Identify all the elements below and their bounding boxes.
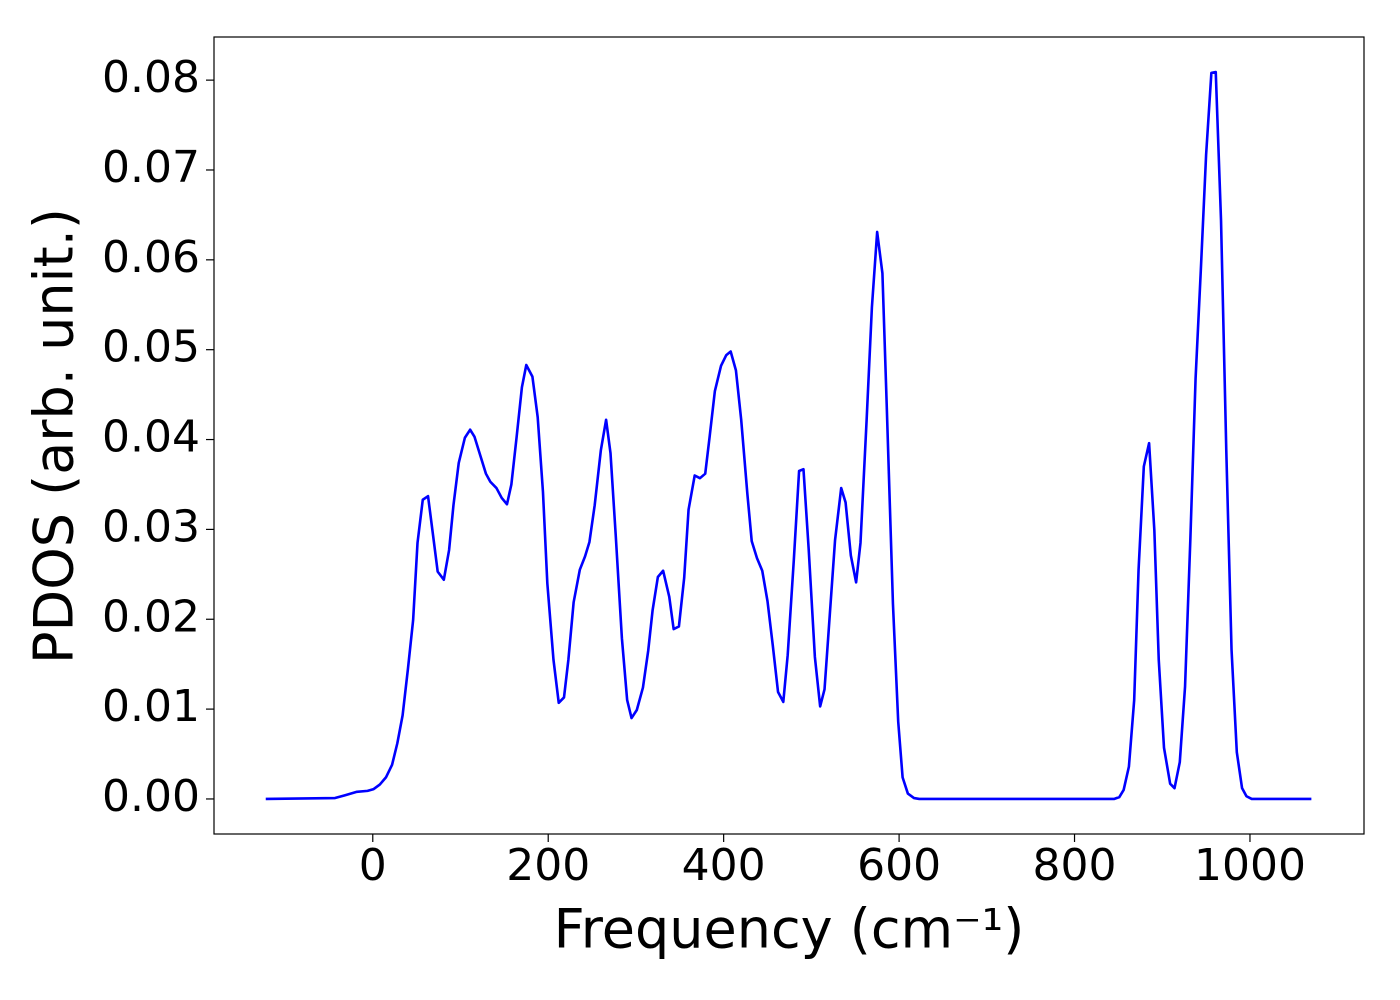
x-tick-label: 400 [682, 840, 766, 891]
y-axis-label: PDOS (arb. unit.) [23, 208, 86, 664]
y-tick-label: 0.06 [102, 232, 200, 283]
y-tick-label: 0.07 [102, 142, 200, 193]
y-tick-label: 0.00 [102, 771, 200, 822]
y-tick-label: 0.04 [102, 412, 200, 463]
x-tick-label: 800 [1033, 840, 1117, 891]
x-tick-label: 1000 [1194, 840, 1306, 891]
y-tick-label: 0.03 [102, 501, 200, 552]
x-tick-label: 200 [506, 840, 590, 891]
pdos-line [265, 70, 1312, 801]
y-tick-label: 0.01 [102, 681, 200, 732]
x-tick-label: 600 [857, 840, 941, 891]
x-axis-label: Frequency (cm⁻¹) [554, 898, 1025, 961]
plot-frame [213, 36, 1365, 835]
x-tick-label: 0 [359, 840, 387, 891]
y-tick-label: 0.05 [102, 322, 200, 373]
y-tick-label: 0.02 [102, 591, 200, 642]
y-tick-label: 0.08 [102, 52, 200, 103]
